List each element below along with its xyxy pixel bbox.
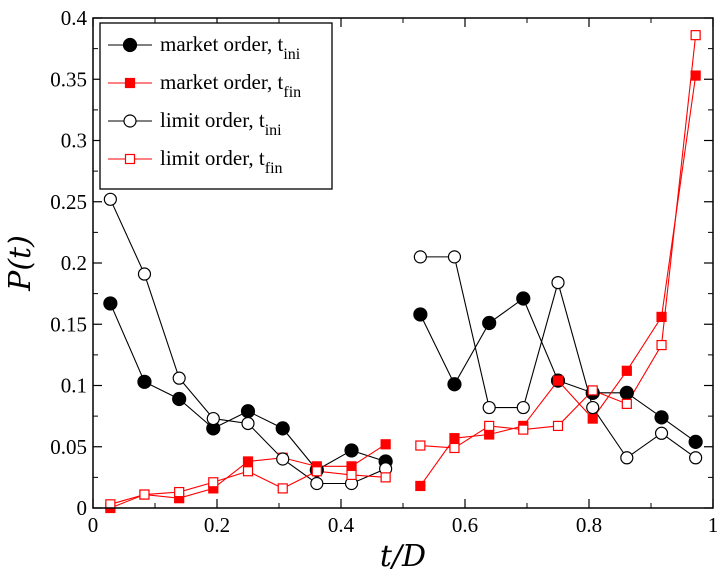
y-tick-label: 0.15 [50, 312, 87, 336]
data-point [482, 400, 496, 415]
data-point [587, 413, 598, 424]
x-tick-label: 0.2 [204, 513, 230, 537]
y-tick-label: 0.2 [61, 251, 87, 275]
data-point [552, 375, 564, 386]
data-point [277, 483, 288, 494]
data-point [688, 434, 703, 449]
data-point [242, 466, 254, 477]
y-axis-title: P(t) [3, 235, 38, 292]
data-point [413, 307, 428, 322]
data-point [620, 451, 634, 465]
data-point [380, 472, 391, 483]
data-point [690, 70, 701, 81]
data-point [346, 469, 357, 481]
legend-box [99, 22, 333, 190]
data-point [240, 404, 256, 419]
data-point [413, 250, 427, 264]
legend-marker [124, 77, 136, 89]
data-point [621, 365, 632, 376]
x-tick-label: 0.4 [328, 513, 355, 537]
legend-subscript: fin [283, 84, 301, 101]
data-point [174, 486, 185, 498]
x-axis-title: t/D [380, 539, 426, 574]
series-markers-0 [103, 291, 703, 478]
data-point [172, 371, 186, 385]
data-point [587, 385, 598, 396]
series-markers-2 [103, 192, 703, 491]
legend-marker [123, 114, 137, 128]
legend-marker [124, 153, 136, 165]
data-point [621, 398, 632, 409]
y-tick-label: 0.1 [61, 374, 87, 398]
data-point [380, 439, 391, 450]
y-tick-label: 0.3 [61, 129, 87, 153]
data-point [654, 410, 669, 425]
series-line [419, 297, 696, 443]
data-point [137, 267, 152, 281]
data-point [516, 291, 531, 306]
axes: 0 0.2 0.4 0.6 0.8 1 0 0.05 0.1 0.15 0.2 0.25 0.3 0.35… [50, 6, 718, 537]
x-tick-label: 0.8 [576, 513, 602, 537]
x-tick-label: 1 [708, 513, 719, 537]
x-tick-label: 0.6 [452, 513, 478, 537]
data-point [449, 433, 460, 444]
y-tick-label: 0.4 [61, 6, 88, 30]
y-tick-label: 0.35 [50, 67, 87, 91]
data-point [447, 250, 462, 264]
data-point [103, 296, 118, 311]
data-point [242, 456, 254, 467]
data-point [656, 339, 667, 351]
data-point [516, 400, 530, 415]
data-point [172, 391, 187, 407]
data-point [484, 429, 495, 440]
legend-subscript: fin [265, 160, 283, 177]
data-point [311, 466, 322, 477]
plot-area [103, 30, 703, 514]
legend-subscript: ini [265, 122, 282, 139]
data-point [415, 480, 426, 492]
data-point [690, 30, 701, 41]
series-markers-3 [105, 30, 701, 510]
x-tick-label: 0 [88, 513, 99, 537]
data-point [139, 489, 150, 500]
data-point [654, 426, 669, 440]
y-tick-label: 0.25 [50, 190, 87, 214]
data-point [137, 374, 152, 389]
data-point [484, 420, 495, 432]
series-2 [109, 199, 696, 485]
data-point [552, 420, 564, 432]
data-point [518, 424, 529, 435]
data-point [103, 192, 117, 206]
data-point [276, 452, 290, 466]
data-point [482, 315, 497, 331]
data-point [346, 461, 357, 472]
legend-subscript: ini [283, 46, 300, 63]
data-point [206, 411, 220, 426]
legend-marker [122, 37, 138, 53]
data-point [551, 276, 565, 290]
y-tick-label: 0.05 [50, 435, 87, 459]
data-point [208, 477, 219, 488]
data-point [619, 385, 634, 400]
data-point [344, 443, 359, 458]
data-point [656, 311, 667, 322]
series-0 [109, 297, 696, 471]
data-point [447, 377, 462, 392]
y-tick-label: 0 [77, 496, 88, 520]
data-point [689, 451, 703, 465]
data-point [105, 499, 116, 510]
data-point [415, 440, 426, 451]
data-point [310, 476, 324, 491]
data-point [241, 416, 255, 431]
data-point [586, 400, 600, 415]
series-line [109, 303, 386, 471]
data-point [449, 442, 460, 454]
data-point [275, 421, 290, 436]
series-line [109, 199, 386, 485]
